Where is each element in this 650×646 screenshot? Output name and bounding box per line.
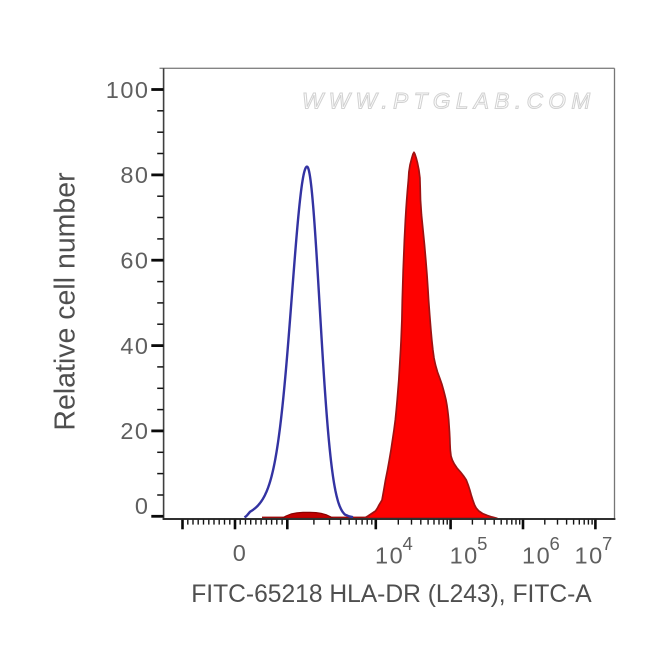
svg-text:WWW.PTGLAB.COM: WWW.PTGLAB.COM bbox=[302, 89, 596, 114]
svg-text:FITC-65218 HLA-DR (L243), FITC: FITC-65218 HLA-DR (L243), FITC-A bbox=[191, 581, 592, 608]
svg-text:5: 5 bbox=[477, 533, 487, 554]
svg-text:0: 0 bbox=[135, 493, 150, 519]
svg-text:100: 100 bbox=[106, 77, 150, 103]
svg-text:7: 7 bbox=[602, 533, 612, 554]
svg-text:4: 4 bbox=[403, 533, 413, 554]
svg-text:10: 10 bbox=[522, 543, 551, 569]
svg-text:10: 10 bbox=[450, 543, 479, 569]
svg-text:0: 0 bbox=[233, 540, 248, 566]
svg-text:Relative cell number: Relative cell number bbox=[50, 172, 82, 431]
svg-text:6: 6 bbox=[550, 533, 560, 554]
svg-text:10: 10 bbox=[375, 543, 404, 569]
svg-text:80: 80 bbox=[120, 162, 149, 188]
svg-text:20: 20 bbox=[120, 418, 149, 444]
svg-text:40: 40 bbox=[120, 333, 149, 359]
svg-text:60: 60 bbox=[120, 248, 149, 274]
svg-text:10: 10 bbox=[575, 543, 604, 569]
